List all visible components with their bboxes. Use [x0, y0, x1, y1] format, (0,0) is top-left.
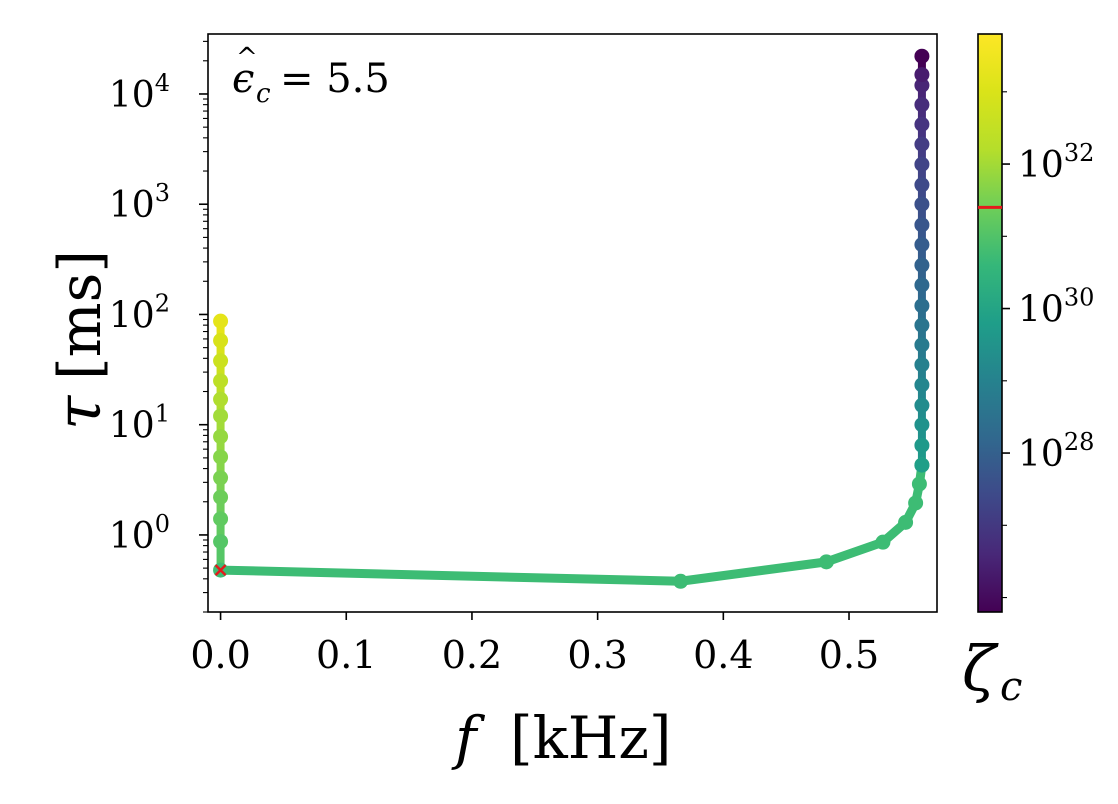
annotation-subscript: c — [256, 79, 271, 109]
data-point — [914, 377, 930, 393]
colorbar-gradient — [977, 33, 1003, 613]
annotation: ϵ ^ c = 5.5 — [232, 43, 390, 109]
data-point — [908, 495, 924, 511]
data-point — [914, 317, 930, 333]
data-point — [911, 476, 927, 492]
x-tick-label: 0.4 — [693, 633, 753, 677]
data-point — [914, 156, 930, 172]
x-axis: 0.0 0.1 0.2 0.3 0.4 0.5 — [190, 612, 879, 677]
data-point — [914, 67, 930, 83]
y-tick-label-text: 104 — [109, 69, 170, 116]
annotation-hat: ^ — [236, 43, 258, 73]
x-axis-symbol: f — [451, 704, 486, 772]
x-tick-label: 0.5 — [819, 633, 879, 677]
data-point — [213, 470, 229, 486]
x-axis-label: f [kHz] — [451, 704, 672, 772]
data-point — [914, 457, 930, 473]
colorbar-label-symbol: ζ — [962, 632, 999, 705]
colorbar-tick-label: 1032 — [1018, 139, 1094, 186]
x-tick-label: 0.3 — [567, 633, 627, 677]
data-point — [898, 514, 914, 530]
colorbar-label-subscript: c — [1000, 664, 1022, 710]
data-point — [213, 408, 229, 424]
plot-frame — [207, 33, 938, 613]
data-point — [213, 333, 229, 349]
data-point — [914, 237, 930, 253]
data-point — [914, 97, 930, 113]
x-tick-label: 0.2 — [442, 633, 502, 677]
data-point — [914, 136, 930, 152]
data-point — [914, 48, 930, 64]
data-point — [914, 397, 930, 413]
colorbar-tick-label-text: 1028 — [1018, 428, 1094, 475]
data-point — [914, 417, 930, 433]
data-point — [914, 217, 930, 233]
y-tick-label-text: 101 — [109, 400, 170, 447]
data-point — [914, 437, 930, 453]
data-point — [914, 257, 930, 273]
data-point — [875, 534, 891, 550]
y-axis-symbol: τ — [42, 394, 115, 430]
data-point — [213, 534, 229, 550]
y-tick-label: 103 — [109, 179, 170, 226]
data-point — [213, 489, 229, 505]
x-tick-label: 0.0 — [190, 633, 250, 677]
y-axis-unit: [ms] — [46, 250, 114, 380]
y-axis-label: τ [ms] — [42, 250, 115, 430]
data-point — [673, 573, 689, 589]
data-point — [914, 357, 930, 373]
y-tick-label: 100 — [109, 510, 170, 557]
y-tick-label-text: 100 — [109, 510, 170, 557]
x-axis-unit: [kHz] — [510, 704, 672, 772]
series-layer — [213, 48, 930, 589]
colorbar-ticks: 1028 1030 1032 — [1002, 91, 1094, 599]
data-point — [213, 511, 229, 527]
x-tick-label: 0.1 — [316, 633, 376, 677]
annotation-value: = 5.5 — [280, 56, 390, 102]
y-tick-label: 104 — [109, 69, 170, 116]
y-tick-label: 102 — [109, 289, 170, 336]
colorbar: 1028 1030 1032 ζ c — [962, 33, 1094, 710]
y-tick-label-text: 103 — [109, 179, 170, 226]
colorbar-tick-label: 1028 — [1018, 428, 1094, 475]
colorbar-tick-label-text: 1032 — [1018, 139, 1094, 186]
annotation-symbol: ϵ — [232, 56, 254, 102]
marker-x — [214, 564, 227, 576]
series-main-line — [220, 464, 927, 586]
data-point — [914, 277, 930, 293]
data-point — [213, 449, 229, 465]
y-axis: 100 101 102 103 104 — [109, 40, 208, 613]
y-tick-label: 101 — [109, 400, 170, 447]
data-point — [914, 177, 930, 193]
data-point — [914, 77, 930, 93]
colorbar-tick-label-text: 1030 — [1018, 284, 1094, 331]
data-point — [213, 373, 229, 389]
y-tick-label-text: 102 — [109, 289, 170, 336]
data-point — [914, 337, 930, 353]
data-point — [914, 196, 930, 212]
data-point — [914, 116, 930, 132]
data-point — [213, 353, 229, 369]
data-point — [213, 313, 229, 329]
data-point — [914, 298, 930, 314]
data-point — [818, 554, 834, 570]
data-point — [213, 429, 229, 445]
data-point — [213, 391, 229, 407]
colorbar-tick-label: 1030 — [1018, 284, 1094, 331]
